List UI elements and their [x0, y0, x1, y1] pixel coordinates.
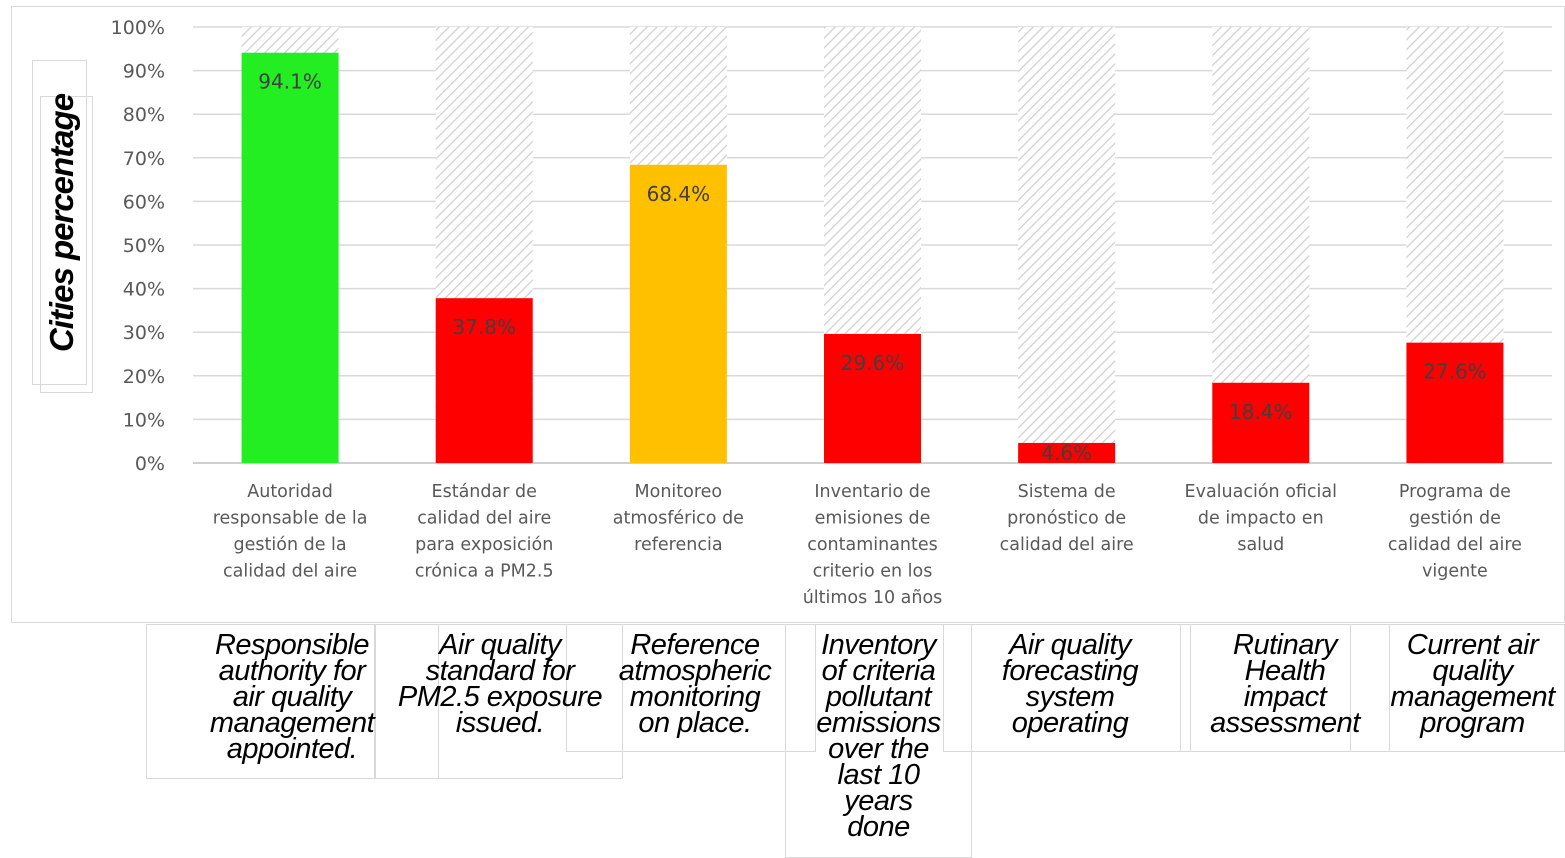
y-tick-label: 0% — [135, 453, 165, 475]
data-label: 94.1% — [258, 70, 322, 94]
y-tick-label: 30% — [123, 322, 165, 344]
bar-chart: 0% 10% 20% 30% 40% 50% 60% 70% 80% 90% 100% 94.1% 3… — [111, 17, 1552, 608]
y-tick-label: 10% — [123, 409, 165, 431]
y-tick-label: 40% — [123, 279, 165, 301]
bar — [629, 164, 727, 463]
y-tick-label: 100% — [111, 17, 165, 39]
x-axis-categories: Autoridad responsable de la gestión de la c… — [213, 482, 1522, 608]
category-label: Estándar de calidad del aire para exposici… — [415, 482, 554, 582]
y-tick-label: 80% — [123, 104, 165, 126]
data-label: 37.8% — [452, 315, 516, 339]
data-label: 4.6% — [1041, 441, 1092, 465]
y-tick-label: 90% — [123, 61, 165, 83]
ylabel-frame — [32, 60, 87, 385]
category-label: Inventario de emisiones de contaminantes cr… — [803, 482, 943, 608]
translation-box-5 — [943, 624, 1191, 752]
y-tick-label: 50% — [123, 235, 165, 257]
translation-box-2-inner — [438, 624, 623, 779]
translation-box-6 — [1180, 624, 1390, 752]
category-label: Autoridad responsable de la gestión de la c… — [213, 482, 368, 582]
translation-4: Inventory of criteria pollutant emission… — [816, 629, 941, 843]
category-label: Monitoreo atmosférico de referencia — [613, 482, 744, 555]
data-labels: 94.1% 37.8% 68.4% 29.6% 4.6% 18.4% 27.6% — [258, 70, 1486, 465]
bar — [824, 333, 921, 463]
data-label: 68.4% — [647, 182, 711, 206]
translation-box-3 — [566, 624, 816, 752]
translation-5: Air quality forecasting system operating — [1001, 629, 1139, 739]
data-label: 29.6% — [841, 351, 905, 375]
category-label: Evaluación oficial de impacto en salud — [1185, 482, 1337, 555]
data-label: 18.4% — [1229, 400, 1293, 424]
y-tick-label: 60% — [123, 191, 165, 213]
y-axis-title: Cities percentage — [43, 93, 80, 353]
category-label: Programa de gestión de calidad del aire vig… — [1388, 482, 1522, 582]
bar — [435, 298, 533, 463]
translation-box-1 — [146, 624, 376, 779]
y-tick-label: 70% — [123, 148, 165, 170]
translation-1: Responsible authority for air quality ma… — [209, 629, 375, 765]
translation-7: Current air quality management program — [1390, 629, 1555, 739]
category-label: Sistema de pronóstico de calidad del aire — [1000, 482, 1134, 555]
ylabel-frame-inner — [40, 96, 93, 393]
translation-2: Air quality standard for PM2.5 exposure … — [397, 629, 603, 739]
translation-6: Rutinary Health impact assessment — [1210, 629, 1360, 739]
y-tick-label: 20% — [123, 366, 165, 388]
bar — [241, 52, 339, 463]
y-axis-ticks: 0% 10% 20% 30% 40% 50% 60% 70% 80% 90% 100% — [111, 17, 165, 475]
background-bar — [1018, 27, 1116, 463]
bar — [1406, 342, 1504, 463]
translation-3: Reference atmospheric monitoring on plac… — [618, 629, 772, 739]
bar — [1212, 382, 1310, 463]
data-label: 27.6% — [1423, 360, 1487, 384]
bar — [1018, 442, 1116, 463]
bars — [241, 52, 1504, 463]
